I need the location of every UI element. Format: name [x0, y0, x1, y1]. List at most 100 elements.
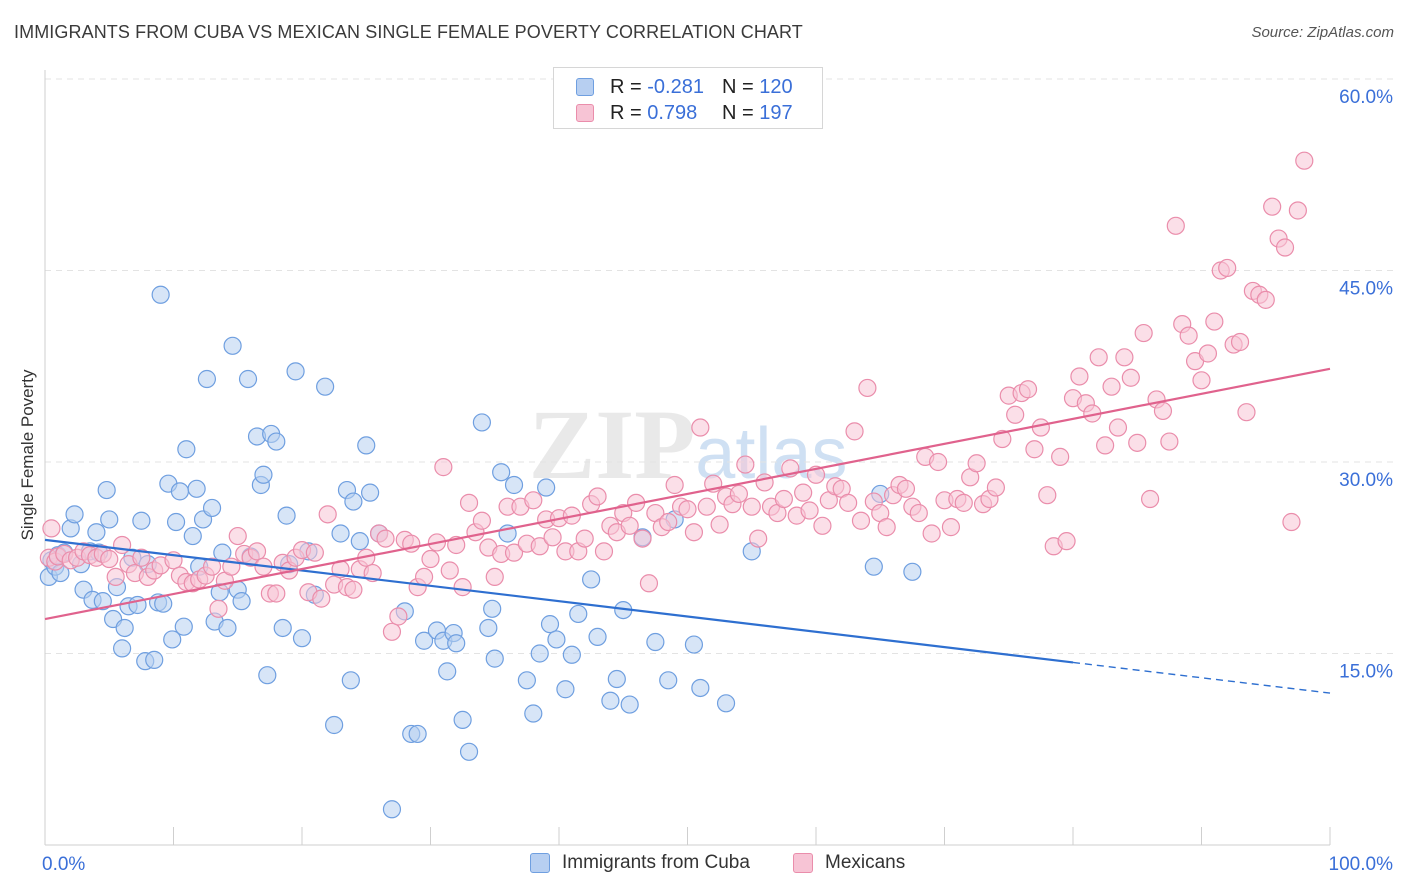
n-label: N = — [722, 75, 754, 98]
mexicans-point — [729, 484, 749, 504]
r-value-cuba: -0.281 — [647, 75, 704, 98]
mexicans-point — [440, 561, 459, 580]
mexicans-point — [684, 523, 704, 542]
cuba-point — [479, 618, 498, 638]
mexicans-point — [1179, 326, 1198, 345]
cuba-point — [87, 523, 106, 542]
mexicans-point — [1205, 312, 1224, 331]
cuba-point — [540, 615, 560, 634]
cuba-point — [97, 480, 116, 500]
cuba-point — [556, 680, 575, 699]
cuba-point — [569, 604, 588, 624]
cuba-point — [238, 369, 258, 389]
cuba-point — [408, 724, 427, 744]
mexicans-point — [524, 491, 543, 510]
mexicans-point — [1166, 216, 1185, 235]
cuba-point — [232, 592, 251, 611]
mexicans-point — [845, 422, 864, 441]
cuba-point — [197, 369, 217, 389]
mexicans-point — [1140, 489, 1160, 509]
mexicans-point — [106, 567, 125, 587]
mexicans-point — [376, 529, 395, 548]
cuba-point — [483, 599, 502, 618]
cuba-point — [286, 362, 305, 381]
mexicans-point — [967, 454, 986, 473]
mexicans-point — [1108, 418, 1128, 437]
cuba-point — [447, 634, 466, 653]
mexicans-point — [1102, 377, 1121, 396]
cuba-point — [492, 463, 511, 482]
mexicans-point — [1025, 440, 1044, 459]
cuba-point — [115, 618, 134, 638]
cuba-point — [601, 691, 620, 710]
cuba-point — [183, 526, 202, 546]
cuba-point — [684, 635, 704, 654]
mexicans-point — [1038, 486, 1057, 505]
mexicans-point — [594, 542, 614, 561]
cuba-point — [485, 649, 504, 668]
mexicans-point — [1051, 447, 1070, 466]
tick-labels: 15.0% 30.0% 45.0% 60.0% 0.0% 100.0% — [42, 87, 1393, 875]
cuba-point — [530, 644, 549, 663]
cuba-point — [517, 671, 536, 690]
series-cuba-points — [39, 285, 922, 819]
mexicans-point — [633, 529, 652, 548]
legend-item-cuba: Immigrants from Cuba — [530, 852, 750, 874]
correlation-legend: R = -0.281 N = 120 R = 0.798 N = 197 — [553, 67, 823, 129]
mexicans-point — [1031, 418, 1050, 437]
cuba-point — [174, 617, 193, 636]
mexicans-point — [1295, 151, 1314, 170]
mexicans-point — [1160, 432, 1179, 451]
cuba-point — [588, 627, 607, 647]
n-label: N = — [722, 101, 754, 124]
cuba-point — [267, 432, 286, 451]
mexicans-point — [209, 599, 228, 618]
watermark: ZIPatlas — [529, 389, 848, 500]
cuba-point — [438, 662, 457, 681]
cuba-point — [163, 630, 182, 649]
cuba-point — [202, 498, 222, 518]
mexicans-point — [504, 543, 524, 562]
cuba-point — [716, 694, 736, 713]
source-credit: Source: ZipAtlas.com — [1251, 24, 1394, 41]
mexicans-point — [736, 455, 755, 474]
mexicans-point — [896, 479, 916, 498]
cuba-point — [524, 704, 543, 723]
n-value-cuba: 120 — [759, 75, 793, 98]
mexicans-point — [1096, 436, 1115, 455]
cuba-point — [472, 413, 491, 432]
mexicans-point — [742, 497, 761, 516]
mexicans-point — [247, 542, 267, 561]
cuba-point — [331, 524, 350, 543]
mexicans-point — [1237, 403, 1256, 422]
cuba-point — [65, 505, 84, 524]
cuba-point — [414, 631, 434, 650]
legend-row-cuba: R = -0.281 N = 120 — [576, 74, 793, 100]
cuba-point — [166, 512, 186, 532]
mexicans-swatch — [576, 104, 594, 122]
cuba-point — [292, 629, 312, 648]
mexicans-point — [774, 489, 793, 509]
mexicans-point — [1134, 323, 1153, 343]
cuba-point — [316, 377, 335, 396]
mexicans-point — [909, 503, 928, 523]
cuba-point — [177, 440, 196, 459]
mexicans-point — [954, 493, 973, 512]
cuba-point — [504, 475, 524, 495]
mexicans-point — [941, 518, 961, 537]
gridlines — [45, 78, 1395, 654]
mexicans-point — [1275, 238, 1295, 257]
mexicans-point — [639, 574, 659, 593]
cuba-point — [646, 632, 665, 652]
cuba-point — [273, 618, 292, 638]
cuba-point — [864, 557, 883, 576]
cuba-point — [361, 483, 380, 502]
mexicans-point — [434, 458, 453, 477]
legend-label-mexicans: Mexicans — [825, 852, 906, 873]
mexicans-point — [485, 567, 504, 587]
mexicans-swatch — [793, 853, 813, 873]
series-legend: Immigrants from Cuba Mexicans — [0, 852, 1406, 878]
cuba-point — [659, 671, 678, 690]
cuba-point — [218, 618, 237, 638]
cuba-swatch — [576, 78, 594, 96]
